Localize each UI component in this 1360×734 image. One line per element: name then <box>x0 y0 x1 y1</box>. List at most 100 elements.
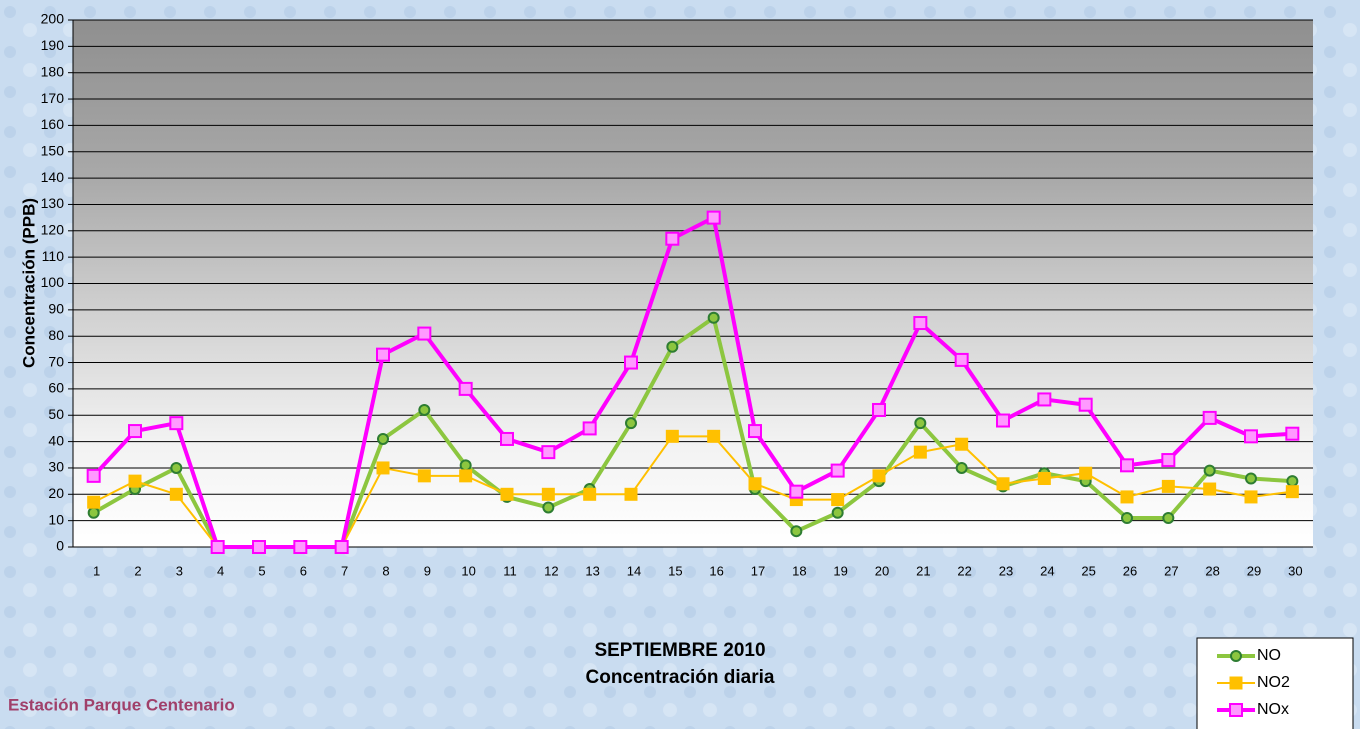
y-tick-label: 10 <box>48 511 64 527</box>
data-point <box>1038 472 1050 484</box>
data-point <box>1080 399 1092 411</box>
legend-label: NOx <box>1257 701 1289 718</box>
data-point <box>833 508 843 518</box>
y-tick-label: 70 <box>48 353 64 369</box>
data-point <box>1204 483 1216 495</box>
x-tick-label: 3 <box>176 563 183 578</box>
y-tick-label: 150 <box>41 142 65 158</box>
y-tick-label: 160 <box>41 116 65 132</box>
data-point <box>957 463 967 473</box>
x-tick-label: 28 <box>1205 563 1219 578</box>
y-tick-label: 80 <box>48 327 64 343</box>
x-tick-label: 8 <box>382 563 389 578</box>
data-point <box>708 430 720 442</box>
x-tick-label: 1 <box>93 563 100 578</box>
data-point <box>543 502 553 512</box>
data-point <box>914 317 926 329</box>
data-point <box>625 357 637 369</box>
data-point <box>956 354 968 366</box>
x-tick-label: 14 <box>627 563 641 578</box>
y-tick-label: 200 <box>41 11 65 27</box>
y-tick-label: 110 <box>42 248 65 264</box>
data-point <box>708 212 720 224</box>
x-tick-label: 22 <box>957 563 971 578</box>
data-point <box>461 460 471 470</box>
data-point <box>212 541 224 553</box>
data-point <box>171 463 181 473</box>
data-point <box>377 462 389 474</box>
data-point <box>460 470 472 482</box>
data-point <box>88 470 100 482</box>
y-tick-label: 20 <box>48 485 64 501</box>
data-point <box>1286 428 1298 440</box>
data-point <box>294 541 306 553</box>
x-tick-label: 9 <box>424 563 431 578</box>
x-tick-label: 6 <box>300 563 307 578</box>
data-point <box>873 404 885 416</box>
data-point <box>1121 459 1133 471</box>
data-point <box>749 425 761 437</box>
y-axis-title: Concentración (PPB) <box>19 198 38 368</box>
chart-subtitle: Concentración diaria <box>586 667 775 688</box>
legend-marker <box>1231 651 1241 661</box>
station-label: Estación Parque Centenario <box>8 695 235 714</box>
legend-label: NO <box>1257 647 1281 664</box>
data-point <box>1162 454 1174 466</box>
data-point <box>1246 473 1256 483</box>
chart: Concentración (PPB) SEPTIEMBRE 2010 Conc… <box>0 0 1360 729</box>
data-point <box>378 434 388 444</box>
data-point <box>584 488 596 500</box>
x-tick-label: 24 <box>1040 563 1054 578</box>
data-point <box>915 418 925 428</box>
x-tick-label: 5 <box>258 563 265 578</box>
data-point <box>1163 513 1173 523</box>
data-point <box>89 508 99 518</box>
data-point <box>832 494 844 506</box>
data-point <box>1205 466 1215 476</box>
x-tick-label: 30 <box>1288 563 1302 578</box>
x-tick-label: 12 <box>544 563 558 578</box>
y-tick-label: 50 <box>48 406 64 422</box>
data-point <box>625 488 637 500</box>
y-tick-label: 170 <box>41 90 65 106</box>
data-point <box>790 486 802 498</box>
legend-marker <box>1230 704 1242 716</box>
data-point <box>1287 476 1297 486</box>
data-point <box>129 475 141 487</box>
data-point <box>1245 430 1257 442</box>
data-point <box>873 470 885 482</box>
data-point <box>336 541 348 553</box>
data-point <box>791 526 801 536</box>
x-tick-label: 4 <box>217 563 224 578</box>
data-point <box>377 349 389 361</box>
y-tick-label: 140 <box>41 169 65 185</box>
data-point <box>419 405 429 415</box>
data-point <box>1162 480 1174 492</box>
data-point <box>418 328 430 340</box>
data-point <box>170 488 182 500</box>
data-point <box>1122 513 1132 523</box>
chart-title: SEPTIEMBRE 2010 <box>594 640 765 661</box>
x-tick-label: 13 <box>585 563 599 578</box>
y-tick-label: 0 <box>56 538 64 554</box>
legend-label: NO2 <box>1257 674 1290 691</box>
data-point <box>997 415 1009 427</box>
data-point <box>1080 467 1092 479</box>
data-point <box>626 418 636 428</box>
x-tick-label: 19 <box>833 563 847 578</box>
data-point <box>666 233 678 245</box>
x-tick-label: 10 <box>461 563 475 578</box>
x-tick-label: 17 <box>751 563 765 578</box>
data-point <box>542 446 554 458</box>
x-tick-label: 29 <box>1247 563 1261 578</box>
data-point <box>501 433 513 445</box>
x-tick-label: 26 <box>1123 563 1137 578</box>
data-point <box>1121 491 1133 503</box>
data-point <box>253 541 265 553</box>
y-tick-label: 180 <box>41 63 65 79</box>
data-point <box>914 446 926 458</box>
x-tick-label: 21 <box>916 563 930 578</box>
x-tick-label: 15 <box>668 563 682 578</box>
x-tick-label: 25 <box>1081 563 1095 578</box>
data-point <box>1038 393 1050 405</box>
